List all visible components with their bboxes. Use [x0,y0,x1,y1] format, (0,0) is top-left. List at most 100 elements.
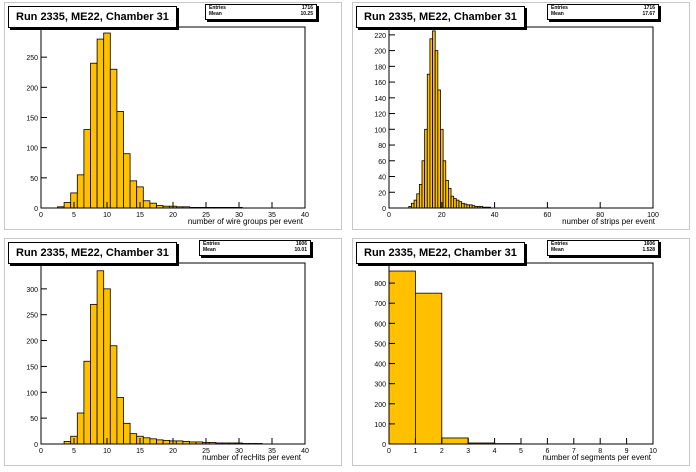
stats-mean-value: 17.67 [642,11,655,17]
histogram-bar [90,303,98,445]
x-tick-label: 15 [136,448,144,455]
y-tick-label: 700 [374,301,386,308]
histogram-bar [96,38,105,209]
y-tick-label: 160 [374,80,386,87]
x-tick-label: 20 [169,448,177,455]
y-tick-label: 250 [26,55,38,62]
histogram-bar [83,360,91,445]
stats-entries-label: Entries [551,241,568,247]
x-tick-label: 30 [235,448,243,455]
histogram-bar [90,62,98,209]
x-tick-label: 10 [103,448,111,455]
stats-mean-label: Mean [203,247,216,253]
y-tick-label: 0 [382,206,386,213]
y-tick-label: 100 [374,127,386,134]
histogram-bar [83,129,91,209]
histogram-bar [149,202,157,209]
x-axis-label: number of wire groups per event [187,217,303,226]
stats-entries-value: 1606 [643,241,655,247]
x-tick-label: 20 [438,212,446,219]
y-tick-label: 150 [26,364,38,371]
stats-entries-value: 1606 [295,241,307,247]
x-tick-label: 0 [39,448,43,455]
histogram-plot-wire-groups: 0 50 100 150 200 250 300 0 5 10 15 20 25 30 35 40 [26,25,309,219]
y-tick-label: 20 [378,190,386,197]
histogram-bar [129,180,138,209]
y-tick-label: 50 [30,176,38,183]
stats-mean-label: Mean [551,11,564,17]
histogram-bar [103,288,111,445]
histogram-plot-rechits: 0 50 100 150 200 250 300 350 0 5 10 15 20 25 30 35 40 [26,261,309,455]
plot-title: Run 2335, ME22, Chamber 31 [8,6,177,28]
y-tick-label: 300 [26,25,38,32]
x-tick-label: 25 [202,212,210,219]
stats-mean-value: 10.01 [294,247,307,253]
x-tick-label: 0 [387,448,391,455]
y-tick-label: 140 [374,96,386,103]
histogram-bar [129,433,138,445]
x-tick-label: 3 [466,448,470,455]
histogram-bar [162,439,171,445]
x-tick-label: 20 [169,212,177,219]
y-tick-label: 0 [34,442,38,449]
x-tick-label: 40 [491,212,499,219]
histogram-bar [116,111,124,209]
x-tick-label: 10 [103,212,111,219]
y-tick-label: 250 [26,313,38,320]
histogram-bar [123,422,131,445]
x-tick-label: 0 [39,212,43,219]
x-axis-label: number of recHits per event [202,453,301,462]
y-tick-label: 0 [34,206,38,213]
y-tick-label: 200 [26,339,38,346]
stats-box: Entries 1606 Mean 10.01 [199,240,311,256]
x-tick-label: 6 [545,448,549,455]
y-tick-label: 0 [382,442,386,449]
y-tick-label: 200 [374,402,386,409]
histogram-bar [142,437,151,445]
histogram-pad-rechits: 0 50 100 150 200 250 300 350 0 5 10 15 20 25 30 35 40 Ru… [4,238,342,466]
stats-box: Entries 1606 Mean 1.528 [547,240,659,256]
histogram-bar [156,439,164,445]
x-tick-label: 4 [493,448,497,455]
x-tick-label: 35 [268,212,276,219]
y-tick-label: 150 [26,116,38,123]
plot-title: Run 2335, ME22, Chamber 31 [356,6,525,28]
x-tick-label: 5 [72,212,76,219]
y-tick-label: 100 [26,390,38,397]
stats-box: Entries 1716 Mean 17.67 [547,4,659,20]
x-tick-label: 9 [625,448,629,455]
x-tick-label: 2 [440,448,444,455]
y-tick-label: 120 [374,112,386,119]
histogram-plot-segments: 0 100 200 300 400 500 600 700 800 900 0 1 2 3 4 5 6 7 8 9 10 [374,261,657,455]
histogram-bar [142,200,151,209]
stats-box: Entries 1716 Mean 10.25 [205,4,317,20]
x-tick-label: 25 [202,448,210,455]
x-tick-label: 80 [596,212,604,219]
stats-entries-label: Entries [203,241,220,247]
y-tick-label: 50 [30,416,38,423]
histogram-bar [388,270,416,445]
histogram-bar [123,153,131,209]
y-tick-label: 500 [374,341,386,348]
y-tick-label: 600 [374,321,386,328]
x-tick-label: 60 [544,212,552,219]
x-tick-label: 0 [387,212,391,219]
histogram-bar [149,438,157,445]
x-tick-label: 1 [413,448,417,455]
histogram-pad-wire-groups: 0 50 100 150 200 250 300 0 5 10 15 20 25 30 35 40 Run 2… [4,2,342,230]
y-tick-label: 80 [378,143,386,150]
histogram-bar [415,292,443,445]
stats-mean-value: 1.528 [642,247,655,253]
histogram-bar [96,270,105,445]
x-tick-label: 5 [72,448,76,455]
y-tick-label: 200 [26,85,38,92]
histogram-bar [76,412,85,445]
y-tick-label: 300 [374,382,386,389]
y-tick-label: 400 [374,362,386,369]
histogram-bar [103,32,111,209]
stats-mean-label: Mean [209,11,222,17]
y-tick-label: 180 [374,64,386,71]
y-tick-label: 200 [374,49,386,56]
x-tick-label: 8 [598,448,602,455]
histogram-bar [63,202,72,209]
